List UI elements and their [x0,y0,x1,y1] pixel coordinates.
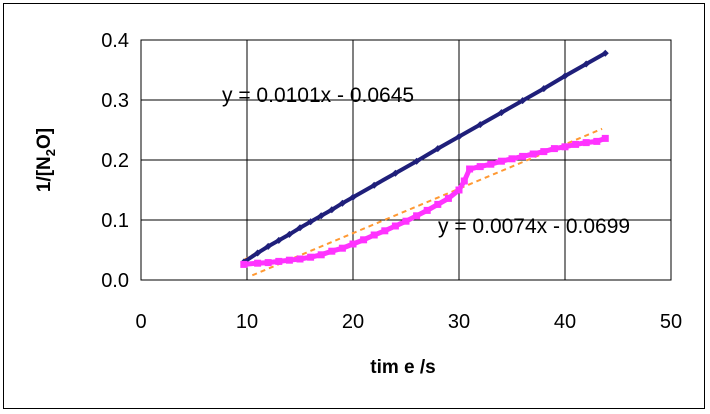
equation-label-1: y = 0.0101x - 0.0645 [222,84,414,107]
series-1-point-7 [317,212,325,220]
series-2-point-34 [593,137,601,145]
series-2-point-11 [360,236,368,244]
y-tick-label-4: 0.4 [101,30,129,52]
series-1-point-5 [296,224,304,232]
equation-label-2: y = 0.0074x - 0.0699 [438,215,630,238]
series-2-point-12 [370,231,378,239]
series-2-point-35 [601,134,609,142]
series-2-point-17 [423,206,431,214]
y-tick-label-1: 0.1 [101,210,129,232]
x-tick-label-4: 40 [554,311,576,333]
y-tick-label-2: 0.2 [101,150,129,172]
series-2-point-26 [508,155,516,163]
y-axis-label-suffix: O] [34,128,55,149]
series-1-point-16 [476,121,484,129]
y-axis-label-prefix: 1/[N [34,156,55,192]
series-group [240,49,609,268]
plot-area [140,39,672,281]
series-2-point-27 [519,152,527,160]
series-2-point-20 [455,186,463,194]
series-2-point-33 [582,139,590,147]
series-1-point-10 [349,193,357,201]
series-2-point-3 [275,257,283,265]
y-tick-label-3: 0.3 [101,90,129,112]
series-2-point-29 [540,148,548,156]
series-2-point-22 [466,165,474,173]
series-1-point-8 [328,206,336,214]
series-1-point-21 [582,60,590,68]
series-1-point-4 [285,230,293,238]
series-2-point-25 [497,157,505,165]
series-2-point-2 [264,259,272,267]
x-tick-label-0: 0 [135,311,146,333]
series-2-point-31 [561,143,569,151]
series-2-point-9 [338,244,346,252]
series-2-point-28 [529,150,537,158]
series-2-point-19 [444,194,452,202]
series-2-point-6 [307,253,315,261]
series-2-point-10 [349,240,357,248]
series-1-point-17 [497,109,505,117]
series-2-point-32 [572,140,580,148]
series-2-point-30 [550,145,558,153]
series-2-point-7 [317,251,325,259]
series-1-point-9 [338,199,346,207]
y-axis-label: 1/[N2O] [34,128,58,192]
series-1-point-12 [391,169,399,177]
tick-labels: 0.0 0.1 0.2 0.3 0.4 0 10 20 30 40 50 [101,30,682,333]
series-1-point-18 [519,97,527,105]
y-tick-label-0: 0.0 [101,270,129,292]
series-2-point-23 [476,163,484,171]
chart-frame [3,3,705,409]
series-2-point-16 [413,212,421,220]
series-1-point-2 [264,242,272,250]
series-2-point-1 [254,259,262,267]
series-1-point-1 [254,249,262,257]
x-tick-label-5: 50 [660,311,682,333]
x-tick-label-1: 10 [236,311,258,333]
grid [140,39,672,281]
series-2-point-13 [381,227,389,235]
series-1-point-19 [540,85,548,93]
x-tick-label-3: 30 [448,311,470,333]
series-2-point-4 [285,256,293,264]
series-2-point-21 [460,177,468,185]
x-axis-label: tim e /s [370,357,435,378]
series-1-point-15 [455,133,463,141]
series-2-point-24 [487,160,495,168]
series-1-point-13 [413,157,421,165]
x-tick-label-2: 20 [342,311,364,333]
series-2-point-5 [296,255,304,263]
series-1-point-6 [307,218,315,226]
series-1-point-14 [434,145,442,153]
series-2-point-8 [328,247,336,255]
y-axis-label-subscript: 2 [43,149,58,156]
series-1-point-11 [370,181,378,189]
series-1-point-3 [275,236,283,244]
series-2-point-0 [240,260,248,268]
series-2-point-15 [402,217,410,225]
series-1-point-22 [601,49,609,57]
series-2-point-18 [434,200,442,208]
series-2-point-14 [391,222,399,230]
series-1-point-20 [561,72,569,80]
